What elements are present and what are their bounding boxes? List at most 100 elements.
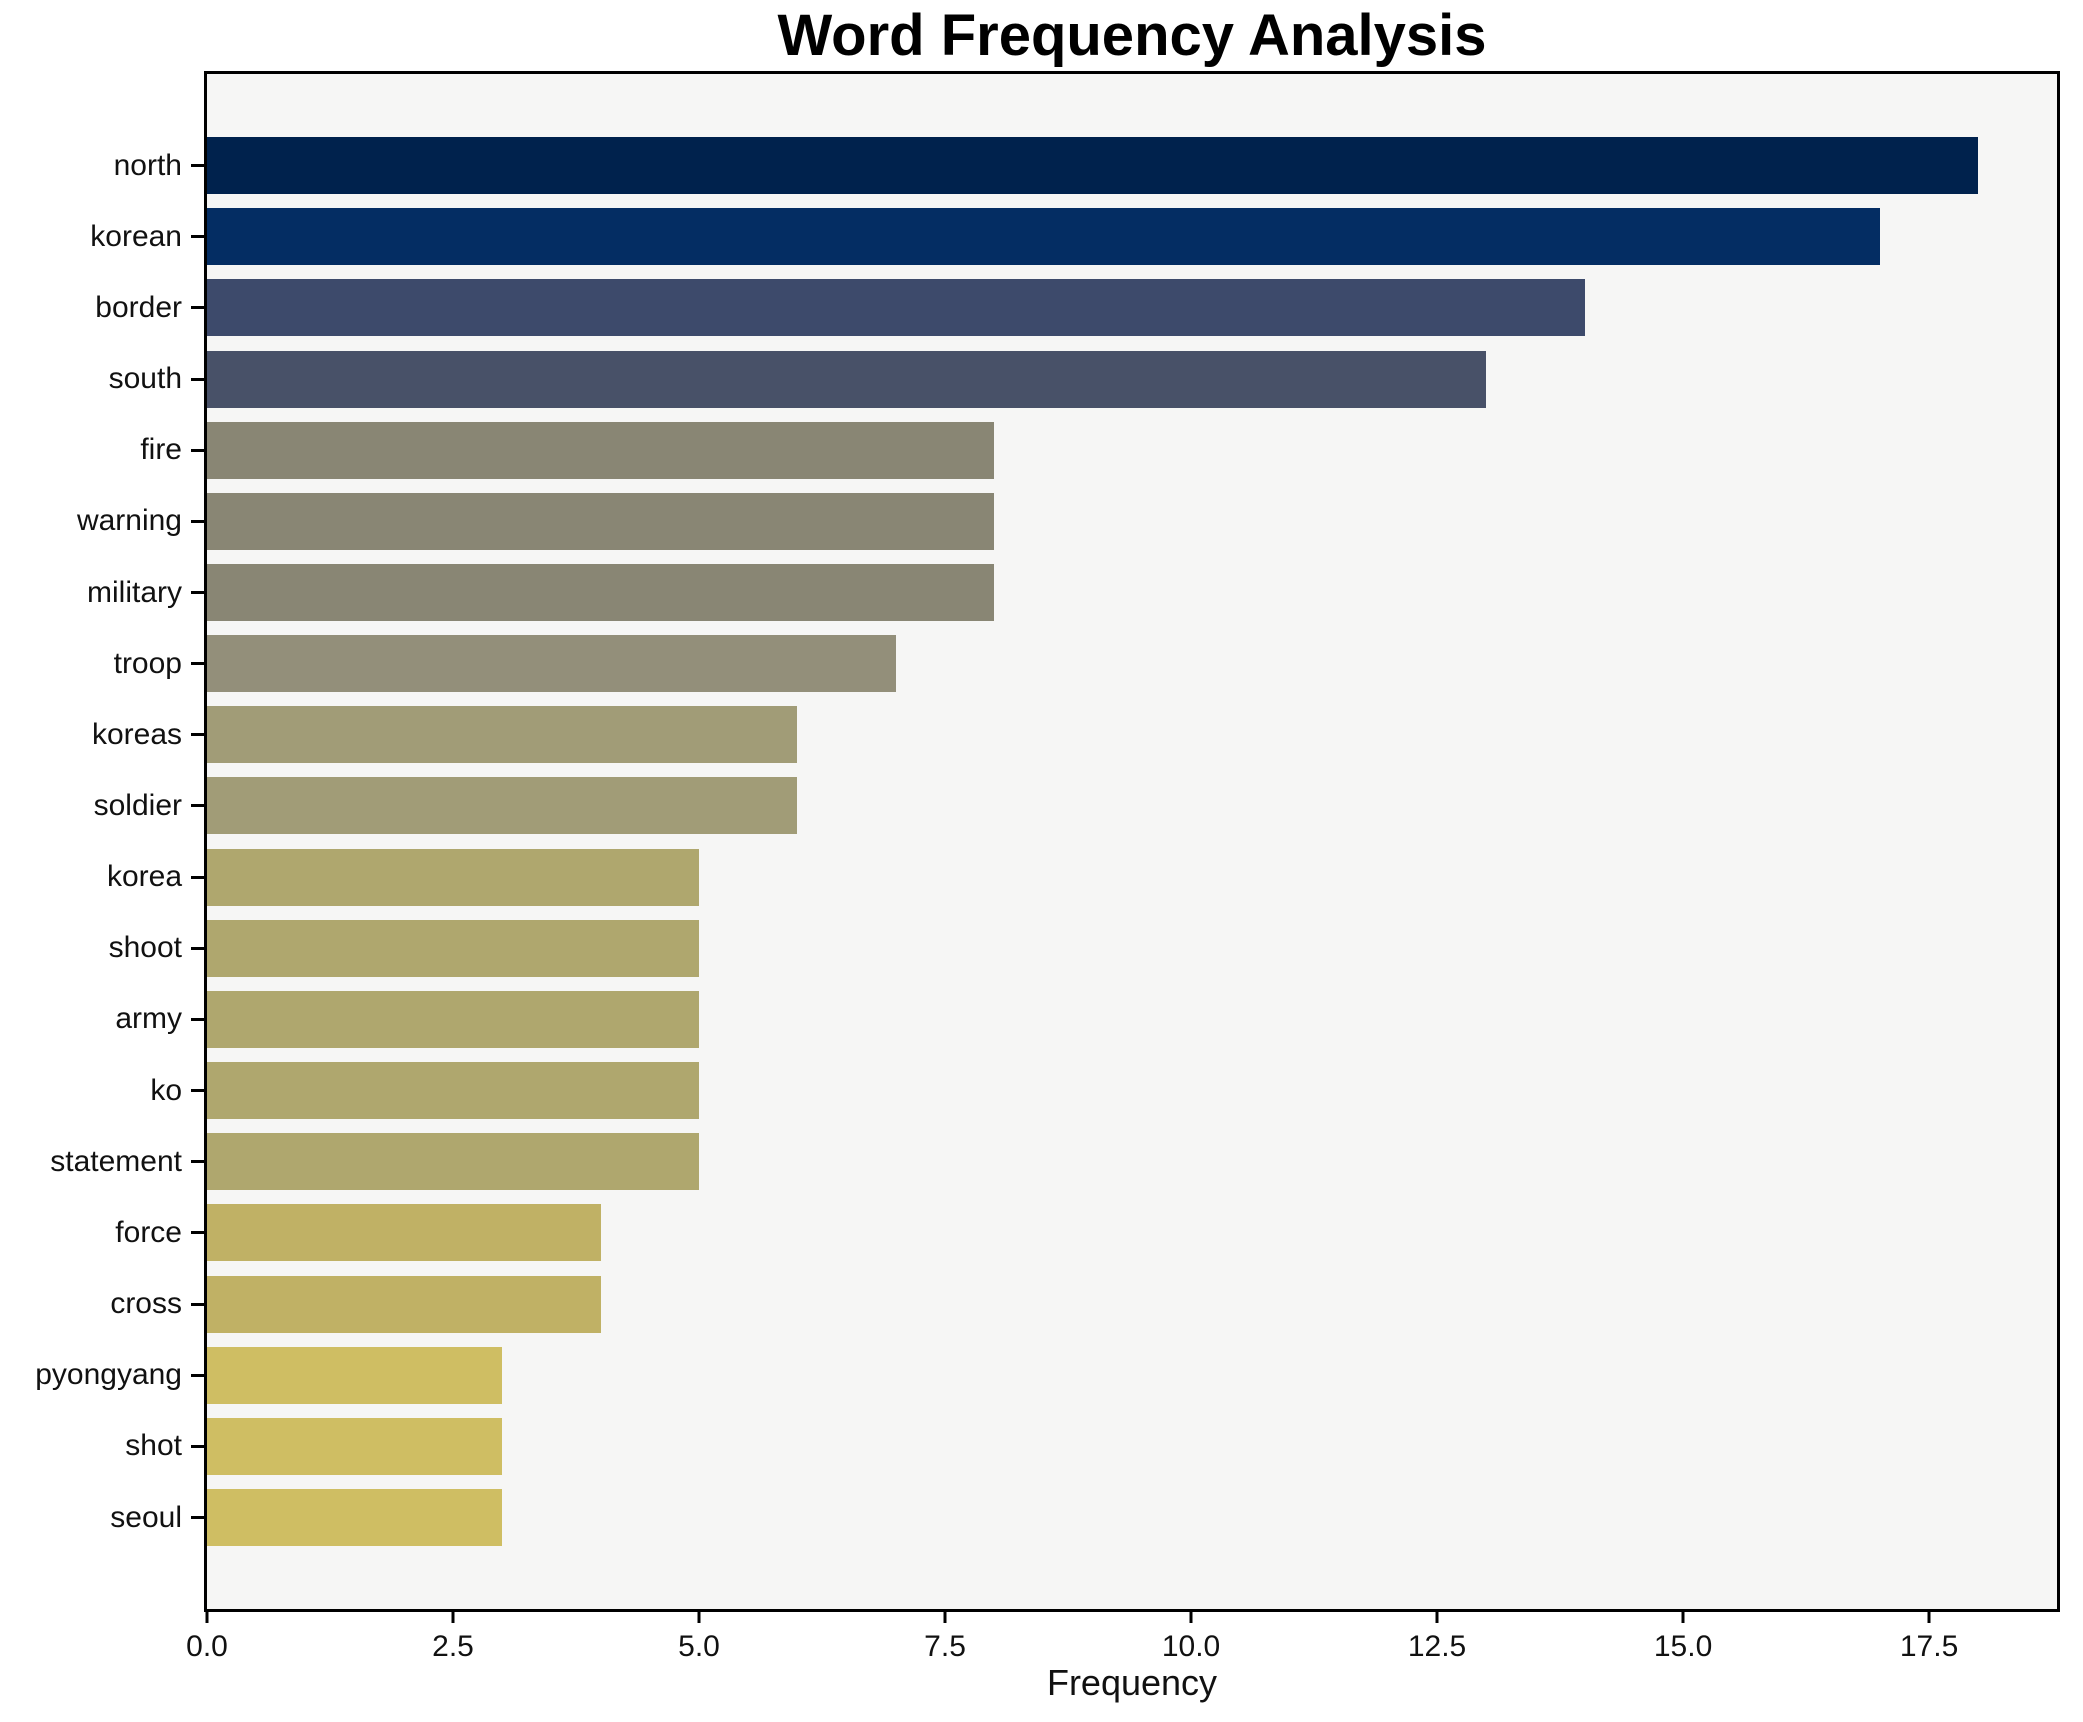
x-tick-mark xyxy=(1681,1612,1685,1623)
y-tick-label: military xyxy=(87,575,182,609)
bar-row: border xyxy=(95,272,2057,343)
x-tick-label: 15.0 xyxy=(1653,1630,1713,1663)
y-tick-mark xyxy=(191,306,204,310)
bar-row: koreas xyxy=(92,699,2057,770)
y-tick-label: warning xyxy=(76,504,182,538)
bar xyxy=(207,279,1585,337)
bar-row: shoot xyxy=(109,913,2057,984)
x-tick-label: 2.5 xyxy=(432,1630,474,1663)
bar-row: force xyxy=(115,1197,2057,1268)
bar-row: ko xyxy=(150,1055,2057,1126)
x-tick-mark xyxy=(205,1612,209,1623)
y-tick-label: fire xyxy=(140,433,182,467)
bars-container: north korean border south fire warning militar… xyxy=(35,74,2057,1609)
y-tick-label: ko xyxy=(150,1073,182,1107)
y-tick-label: shot xyxy=(125,1429,182,1463)
y-tick-mark xyxy=(191,946,204,950)
y-tick-label: koreas xyxy=(91,717,182,751)
bar xyxy=(207,492,995,550)
bar-row: fire xyxy=(140,415,2057,486)
bar xyxy=(207,208,1880,266)
bar-row: korea xyxy=(107,842,2057,913)
y-tick-mark xyxy=(191,1017,204,1021)
y-tick-label: statement xyxy=(50,1144,182,1178)
x-tick-mark xyxy=(697,1612,701,1623)
y-tick-mark xyxy=(191,377,204,381)
bar xyxy=(207,137,1979,195)
bar xyxy=(207,919,700,977)
y-tick-mark xyxy=(191,1089,204,1093)
bar xyxy=(207,990,700,1048)
x-axis-label: Frequency xyxy=(1046,1662,1218,1703)
y-tick-label: pyongyang xyxy=(35,1358,182,1392)
y-tick-label: troop xyxy=(113,646,182,680)
bar xyxy=(207,635,896,693)
x-tick-label: 5.0 xyxy=(678,1630,720,1663)
bar xyxy=(207,421,995,479)
x-tick-label: 17.5 xyxy=(1899,1630,1959,1663)
x-tick-label: 0.0 xyxy=(186,1630,228,1663)
bar-row: shot xyxy=(125,1411,2057,1482)
chart-title: Word Frequency Analysis xyxy=(777,3,1487,68)
y-tick-mark xyxy=(191,1302,204,1306)
y-tick-mark xyxy=(191,804,204,808)
plot-area: north korean border south fire warning militar… xyxy=(35,71,2060,1663)
y-tick-mark xyxy=(191,662,204,666)
bar xyxy=(207,706,798,764)
y-tick-label: army xyxy=(115,1002,182,1036)
bar xyxy=(207,1489,503,1547)
y-tick-mark xyxy=(191,1160,204,1164)
y-tick-mark xyxy=(191,733,204,737)
bar-row: south xyxy=(109,343,2057,414)
y-tick-mark xyxy=(191,519,204,523)
bar-row: soldier xyxy=(94,770,2057,841)
bar-row: korean xyxy=(90,201,2057,272)
bar xyxy=(207,1346,503,1404)
x-tick-label: 7.5 xyxy=(924,1630,966,1663)
y-tick-mark xyxy=(191,1373,204,1377)
bar-row: cross xyxy=(110,1269,2057,1340)
y-tick-label: border xyxy=(95,290,182,324)
x-tick-mark xyxy=(1189,1612,1193,1623)
y-tick-mark xyxy=(191,875,204,879)
x-tick-label: 10.0 xyxy=(1161,1630,1221,1663)
bar xyxy=(207,777,798,835)
bar-row: north xyxy=(114,130,2057,201)
x-tick-mark xyxy=(451,1612,455,1623)
y-tick-mark xyxy=(191,164,204,168)
y-tick-mark xyxy=(191,448,204,452)
bar xyxy=(207,1417,503,1475)
bar xyxy=(207,350,1487,408)
x-tick-mark xyxy=(1435,1612,1439,1623)
y-tick-mark xyxy=(191,235,204,239)
y-tick-label: seoul xyxy=(110,1500,182,1534)
y-tick-label: force xyxy=(115,1215,182,1249)
y-tick-label: shoot xyxy=(108,931,182,965)
y-tick-label: north xyxy=(113,148,182,182)
x-tick-label: 12.5 xyxy=(1407,1630,1467,1663)
bar xyxy=(207,1133,700,1191)
bar-row: military xyxy=(87,557,2057,628)
bar xyxy=(207,848,700,906)
x-tick-mark xyxy=(1927,1612,1931,1623)
y-tick-label: korea xyxy=(106,860,182,894)
y-tick-label: south xyxy=(108,362,182,396)
y-tick-label: cross xyxy=(110,1287,182,1321)
bar xyxy=(207,1275,601,1333)
y-tick-label: soldier xyxy=(93,788,182,822)
bar-row: warning xyxy=(77,486,2057,557)
y-tick-mark xyxy=(191,1444,204,1448)
y-tick-mark xyxy=(191,1231,204,1235)
bar-row: seoul xyxy=(110,1482,2057,1553)
bar xyxy=(207,1204,601,1262)
y-tick-mark xyxy=(191,1516,204,1520)
bar xyxy=(207,1062,700,1120)
bar-row: army xyxy=(115,984,2057,1055)
bar-row: troop xyxy=(114,628,2057,699)
y-tick-label: korean xyxy=(90,219,182,253)
bar-row: statement xyxy=(50,1126,2057,1197)
bar-row: pyongyang xyxy=(35,1340,2057,1411)
y-tick-mark xyxy=(191,591,204,595)
x-tick-mark xyxy=(943,1612,947,1623)
